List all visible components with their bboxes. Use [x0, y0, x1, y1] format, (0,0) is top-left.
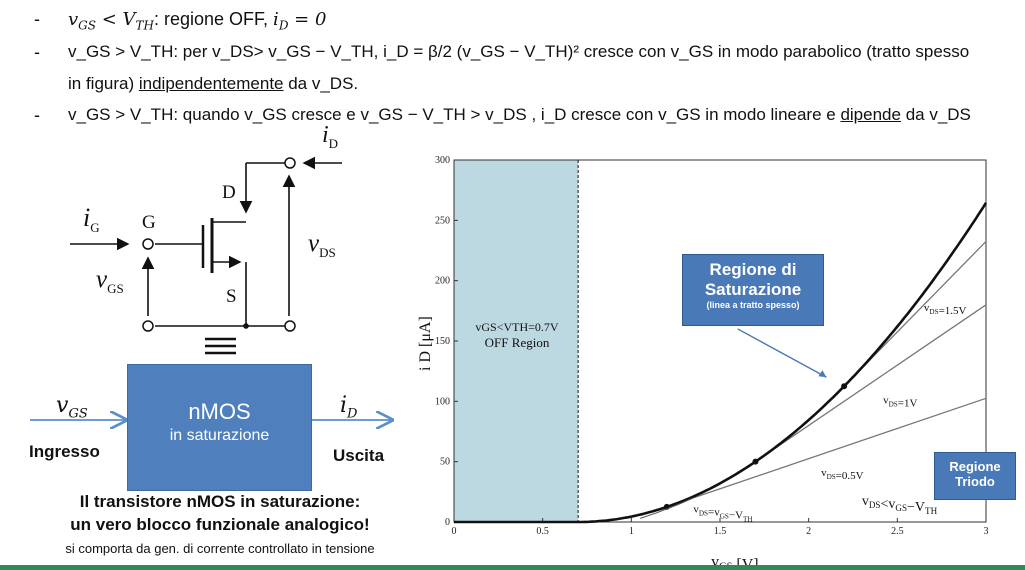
x-tick-label: 0 — [452, 526, 457, 537]
ig-label: iG — [83, 203, 100, 236]
equivalence-symbol — [205, 337, 236, 355]
callout-sub: (linea a tratto spesso) — [706, 300, 800, 310]
block-subtitle: in saturazione — [169, 427, 270, 444]
y-tick-label: 300 — [435, 155, 450, 166]
id-vgs-chart: 0 0.5 1 1.5 2 2.5 3 0 50 100 150 200 250 300 vDS=1.5V v… — [417, 155, 989, 568]
y-tick-label: 150 — [435, 336, 450, 347]
gate-terminal — [142, 238, 154, 250]
tangent-line — [666, 397, 987, 508]
callout-title-2: Saturazione — [704, 280, 802, 299]
callout-pointer — [737, 328, 827, 378]
saturation-callout: Regione di Saturazione (linea a tratto s… — [682, 254, 824, 326]
callout-title-1: Regione di — [709, 260, 797, 279]
nmos-block: nMOS in saturazione — [127, 364, 312, 491]
block-arrows — [30, 380, 420, 440]
x-tick-label: 1 — [629, 526, 634, 537]
bullet-dash: - — [34, 9, 40, 29]
vgs-label: vGS — [96, 266, 124, 296]
vds-label: vDS — [308, 230, 336, 260]
off-region-label: vGS<VTH=0.7V OFF Region — [458, 320, 576, 350]
y-tick-label: 200 — [435, 276, 450, 287]
block-title: nMOS — [188, 399, 251, 424]
y-tick-label: 50 — [440, 457, 450, 468]
y-tick-label: 100 — [435, 396, 450, 407]
drain-terminal — [284, 157, 296, 169]
source-terminal — [284, 320, 296, 332]
annotation-label: vDS=vGS−VTH — [693, 503, 752, 523]
caption-line-2: un vero blocco funzionale analogico! — [70, 515, 370, 534]
off-region-shade — [454, 160, 579, 522]
tangent-line — [755, 304, 987, 463]
tangent-point — [841, 383, 848, 390]
input-label: Ingresso — [29, 442, 100, 461]
y-tick-label: 250 — [435, 215, 450, 226]
output-var: iD — [340, 393, 358, 422]
annotation-label: vDS=0.5V — [821, 467, 864, 482]
y-tick-label: 0 — [445, 517, 450, 528]
x-tick-label: 2.5 — [891, 526, 904, 537]
junction-dot — [243, 323, 249, 329]
tangent-point — [752, 458, 759, 465]
x-tick-label: 3 — [984, 526, 989, 537]
x-tick-label: 2 — [806, 526, 811, 537]
off-region-condition: vGS<VTH=0.7V — [475, 320, 559, 334]
x-tick-label: 1.5 — [714, 526, 727, 537]
gate-label: G — [142, 212, 156, 233]
caption-line-3: si comporta da gen. di corrente controll… — [65, 541, 375, 556]
source-label: S — [226, 286, 237, 307]
bullet-2-line-1: v_GS > V_TH: per v_DS> v_GS − V_TH, i_D … — [68, 42, 970, 61]
input-var: vGS — [56, 393, 88, 422]
bottom-bar — [0, 565, 1025, 570]
annotation-label: vDS=1V — [883, 395, 917, 410]
triodo-callout: Regione Triodo — [934, 452, 1016, 500]
annotation-label: vDS=1.5V — [924, 302, 967, 317]
x-tick-label: 0.5 — [536, 526, 549, 537]
y-axis-label: i D [μA] — [417, 316, 434, 371]
saturation-curve — [454, 202, 988, 524]
annotation-label: vDS<vGS−VTH — [862, 494, 938, 516]
gate-ground-terminal — [142, 320, 154, 332]
x-axis-label: vGS [V] — [711, 554, 759, 568]
off-region-title: OFF Region — [484, 335, 550, 350]
bullet-1-text: vGS < VTH: regione OFF, iD = 0 — [68, 9, 327, 33]
output-label: Uscita — [333, 446, 385, 465]
drain-label: D — [222, 182, 236, 203]
chart-marks: 0 0.5 1 1.5 2 2.5 3 0 50 100 150 200 250 300 vDS=1.5V v… — [417, 155, 989, 568]
caption-line-1: Il transistore nMOS in saturazione: — [79, 492, 361, 511]
triodo-line-1: Regione — [949, 459, 1001, 474]
triodo-line-2: Triodo — [955, 474, 995, 489]
nmos-circuit — [70, 156, 342, 355]
boundary-curve — [640, 497, 694, 519]
callout-pointer-head — [818, 370, 827, 378]
id-label: iD — [322, 122, 339, 151]
